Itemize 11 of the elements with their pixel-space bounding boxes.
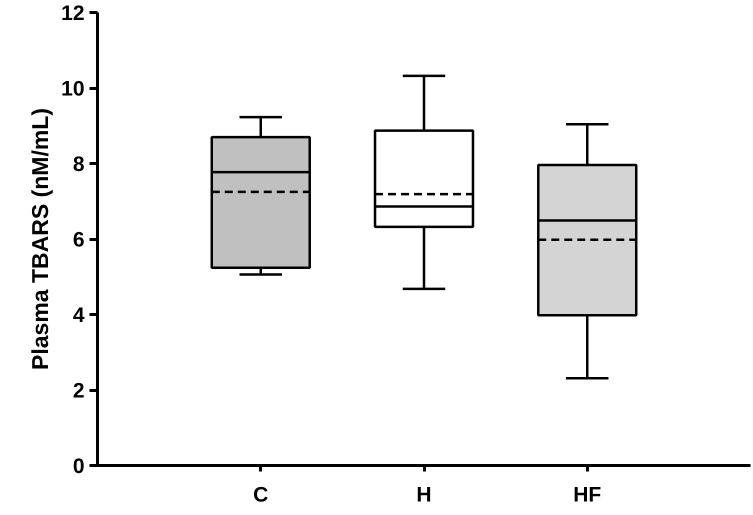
- y-tick-label: 10: [61, 78, 84, 100]
- y-axis-title: Plasma TBARS (nM/mL): [27, 108, 54, 370]
- y-tick-label: 8: [72, 153, 85, 176]
- y-tick-label: 12: [61, 2, 84, 25]
- y-tick-label: 2: [72, 380, 85, 402]
- y-tick-label: 0: [72, 455, 85, 478]
- x-tick-label: C: [253, 484, 268, 506]
- x-tick-label: H: [416, 484, 432, 506]
- x-tick-label: HF: [573, 484, 602, 506]
- y-tick-label: 6: [72, 228, 85, 252]
- y-tick-label: 4: [72, 304, 85, 327]
